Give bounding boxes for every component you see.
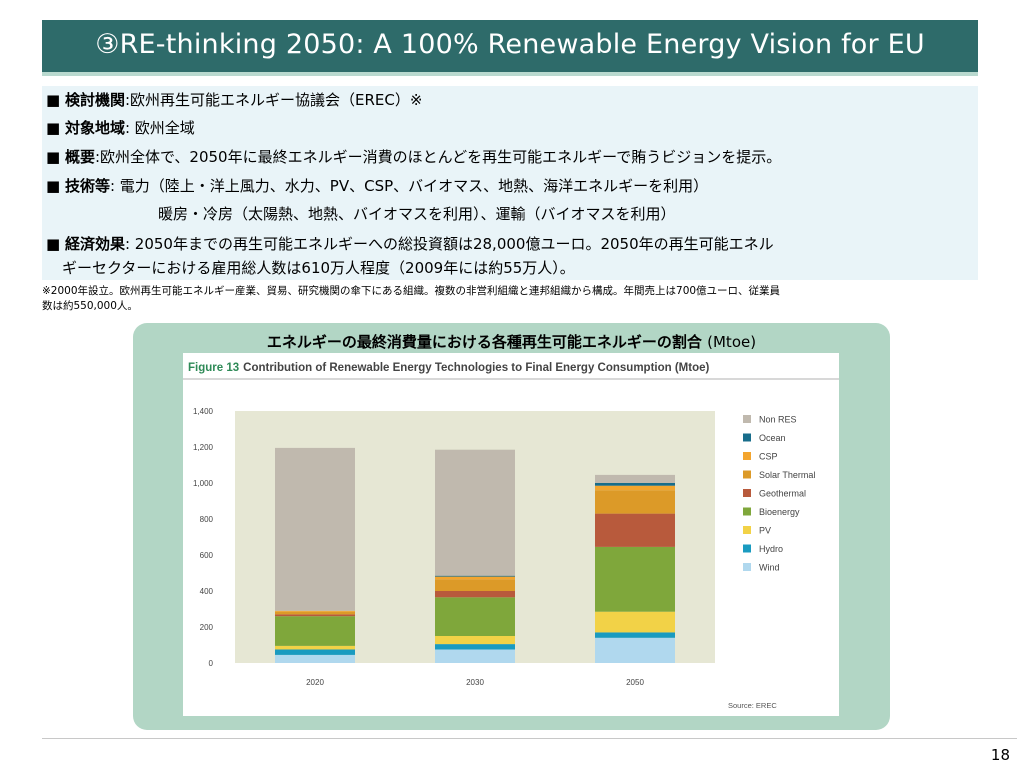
y-tick-label: 0 [209, 659, 214, 668]
legend-label-csp: CSP [759, 452, 778, 462]
y-tick-label: 800 [200, 515, 214, 524]
legend-swatch-pv [743, 526, 751, 534]
bar-segment-hydro-2020 [275, 649, 355, 655]
legend-swatch-csp [743, 452, 751, 460]
legend-label-solar-thermal: Solar Thermal [759, 470, 815, 480]
bar-segment-bioenergy-2050 [595, 546, 675, 612]
y-tick-label: 1,200 [193, 443, 214, 452]
y-tick-label: 1,000 [193, 479, 214, 488]
bar-segment-solar-thermal-2030 [435, 579, 515, 591]
chart-figure: Figure 13 Contribution of Renewable Energ… [183, 353, 839, 716]
x-tick-label: 2030 [466, 678, 484, 687]
bar-segment-wind-2030 [435, 649, 515, 663]
legend-label-bioenergy: Bioenergy [759, 507, 800, 517]
bar-segment-pv-2050 [595, 611, 675, 633]
y-tick-label: 1,400 [193, 407, 214, 416]
bullet-label: 技術等 [64, 177, 110, 195]
bullet-text: 2050年までの再生可能エネルギーへの総投資額は28,000億ユーロ。2050年… [134, 235, 774, 253]
bar-segment-bioenergy-2030 [435, 597, 515, 636]
bullet-label: 経済効果 [64, 235, 125, 253]
legend-swatch-ocean [743, 433, 751, 442]
bullet-overview: ■ 概要:欧州全体で、2050年に最終エネルギー消費のほとんどを再生可能エネルギ… [46, 148, 782, 166]
bar-segment-pv-2020 [275, 645, 355, 650]
bar-segment-ocean-2030 [435, 575, 515, 577]
x-tick-label: 2050 [626, 678, 644, 687]
bullet-text: 電力（陸上・洋上風力、水力、PV、CSP、バイオマス、地熱、海洋エネルギーを利用… [119, 177, 709, 195]
chart-title-text: Contribution of Renewable Energy Technol… [243, 362, 709, 374]
bullet-label: 検討機関 [64, 91, 125, 109]
stacked-bar-chart: Figure 13 Contribution of Renewable Energ… [183, 362, 839, 710]
legend-swatch-non-res [743, 415, 751, 423]
bar-segment-geothermal-2020 [275, 614, 355, 617]
legend-swatch-hydro [743, 544, 751, 553]
bar-segment-ocean-2050 [595, 483, 675, 486]
bar-segment-bioenergy-2020 [275, 616, 355, 646]
chart-heading-unit: (Mtoe) [707, 333, 757, 351]
info-box [42, 86, 978, 280]
legend-label-wind: Wind [759, 563, 780, 573]
y-tick-label: 200 [200, 623, 214, 632]
footnote: ※2000年設立。欧州再生可能エネルギー産業、貿易、研究機関の傘下にある組織。複… [42, 284, 987, 314]
bullet-text: 欧州全域 [134, 119, 195, 137]
bullet-economic: ■ 経済効果: 2050年までの再生可能エネルギーへの総投資額は28,000億ユ… [46, 235, 774, 253]
bar-segment-solar-thermal-2020 [275, 611, 355, 615]
bar-segment-pv-2030 [435, 636, 515, 645]
bullet-label: 概要 [64, 148, 95, 166]
bar-segment-solar-thermal-2050 [595, 490, 675, 514]
footnote-line: ※2000年設立。欧州再生可能エネルギー産業、貿易、研究機関の傘下にある組織。複… [42, 285, 781, 297]
y-tick-label: 400 [200, 587, 214, 596]
footnote-line: 数は約550,000人。 [42, 300, 138, 312]
plot-area [235, 411, 715, 663]
bullet-text: 欧州全体で、2050年に最終エネルギー消費のほとんどを再生可能エネルギーで賄うビ… [100, 148, 782, 166]
legend-label-non-res: Non RES [759, 415, 797, 425]
chart-title: Figure 13 Contribution of Renewable Energ… [188, 362, 709, 374]
x-tick-label: 2020 [306, 678, 324, 687]
bar-segment-non-res-2030 [435, 449, 515, 576]
legend-swatch-geothermal [743, 489, 751, 497]
legend-label-hydro: Hydro [759, 544, 783, 554]
bullet-technology-continued: 暖房・冷房（太陽熱、地熱、バイオマスを利用）、運輸（バイオマスを利用） [158, 205, 676, 223]
legend-label-pv: PV [759, 526, 771, 536]
bullet-technology: ■ 技術等: 電力（陸上・洋上風力、水力、PV、CSP、バイオマス、地熱、海洋エ… [46, 177, 709, 195]
bar-segment-hydro-2050 [595, 632, 675, 638]
bar-segment-non-res-2050 [595, 474, 675, 483]
bar-segment-csp-2020 [275, 610, 355, 612]
y-tick-label: 600 [200, 551, 214, 560]
figure-label: Figure 13 [188, 362, 239, 374]
legend: Non RES Ocean CSP Solar Thermal Geothermal Bi… [743, 415, 815, 573]
legend-label-ocean: Ocean [759, 433, 786, 443]
chart-heading: エネルギーの最終消費量における各種再生可能エネルギーの割合 (Mtoe) [266, 333, 757, 351]
legend-swatch-wind [743, 563, 751, 571]
title-bar: ③RE-thinking 2050: A 100% Renewable Ener… [42, 20, 978, 76]
bullet-economic-continued: ギーセクターにおける雇用総人数は610万人程度（2009年には約55万人）。 [62, 259, 575, 277]
bar-segment-hydro-2030 [435, 644, 515, 650]
page-number: 18 [990, 746, 1010, 764]
bullet-label: 対象地域 [64, 119, 125, 137]
legend-swatch-bioenergy [743, 507, 751, 516]
chart-source: Source: EREC [728, 701, 777, 710]
axes: 0 200 400 600 800 1,000 1,200 1,400 2020 2030 2050 [193, 407, 644, 687]
bar-segment-geothermal-2050 [595, 513, 675, 547]
page-title: ③RE-thinking 2050: A 100% Renewable Ener… [95, 29, 925, 60]
bar-segment-geothermal-2030 [435, 591, 515, 598]
legend-swatch-solar-thermal [743, 470, 751, 479]
bar-segment-wind-2050 [595, 637, 675, 663]
bar-segment-csp-2050 [595, 485, 675, 491]
bar-segment-csp-2030 [435, 576, 515, 580]
bar-segment-non-res-2020 [275, 447, 355, 611]
bullet-text: 欧州再生可能エネルギー協議会（EREC）※ [130, 91, 423, 109]
footer-divider [42, 738, 1017, 739]
bar-segment-wind-2020 [275, 654, 355, 663]
bullet-region: ■ 対象地域: 欧州全域 [46, 119, 195, 137]
bullet-organization: ■ 検討機関:欧州再生可能エネルギー協議会（EREC）※ [46, 91, 423, 109]
legend-label-geothermal: Geothermal [759, 489, 806, 499]
